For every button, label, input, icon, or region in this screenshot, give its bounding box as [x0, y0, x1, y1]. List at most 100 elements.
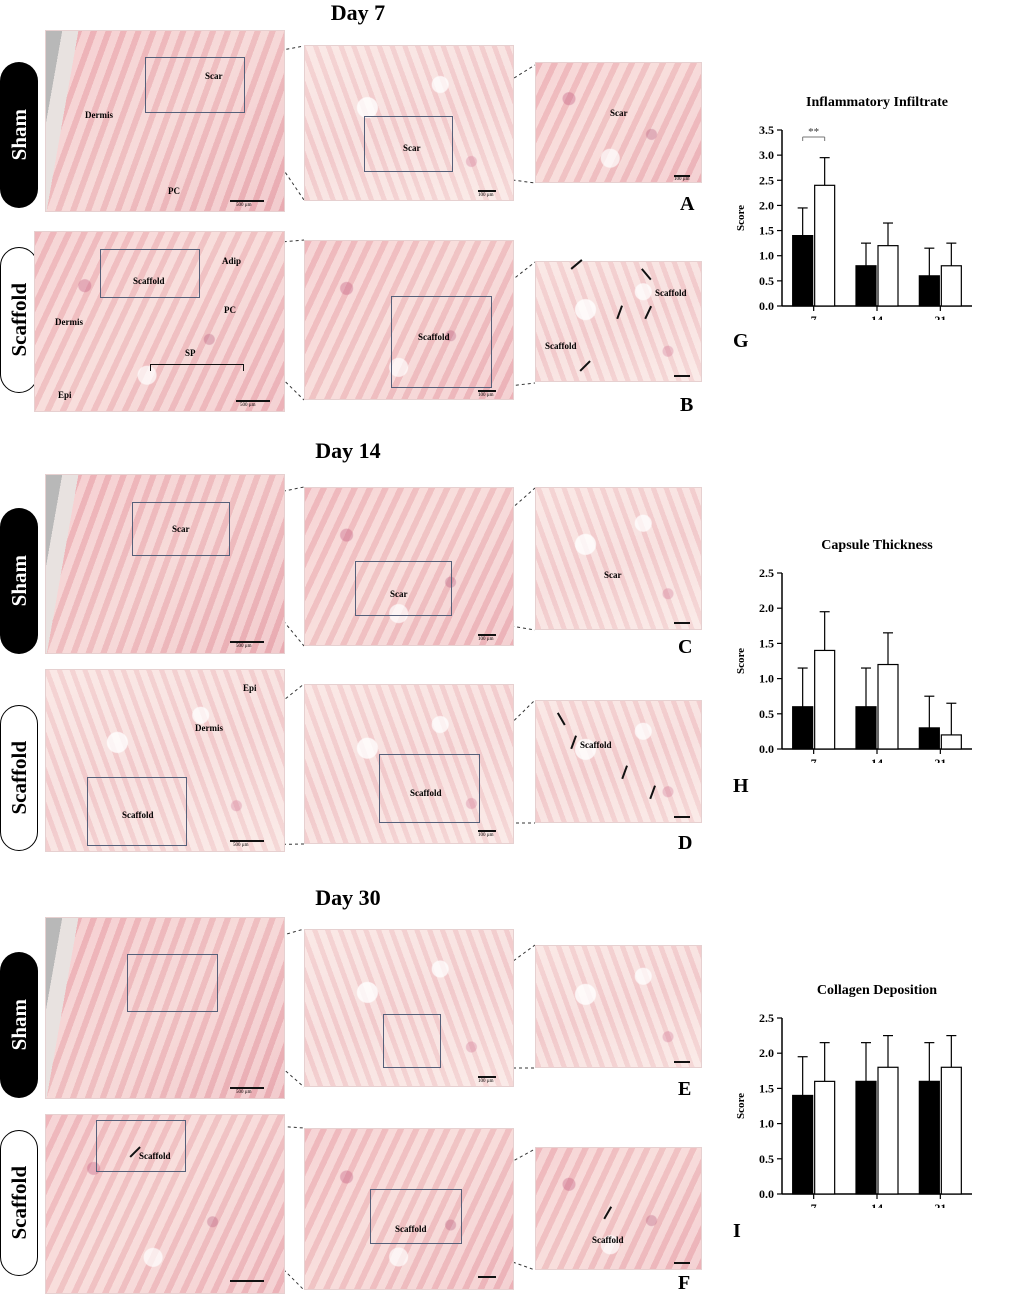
label-scaffold-b1: Scaffold — [133, 276, 165, 286]
label-dermis-b: Dermis — [55, 317, 83, 327]
bar — [792, 1094, 814, 1195]
day-14-title: Day 14 — [315, 438, 381, 463]
scaffold-pill-day7: Scaffold — [0, 247, 38, 393]
zoom-box-e1 — [127, 954, 218, 1012]
y-tick-label: 3.5 — [759, 123, 774, 137]
scalebar-c1 — [230, 641, 264, 643]
sham-pill-day14: Sham — [0, 508, 38, 654]
zoom-box-d2 — [379, 754, 480, 823]
scalebar-c2 — [478, 634, 496, 636]
micrograph-f-low — [45, 1114, 285, 1294]
scalebar-b2 — [478, 390, 496, 392]
scalebar-text-a1: 500 µm — [236, 203, 252, 208]
y-tick-label: 1.5 — [759, 636, 774, 650]
label-pc-a: PC — [168, 186, 180, 196]
label-scaffold-b4: Scaffold — [545, 341, 577, 351]
day-30-title: Day 30 — [315, 885, 381, 910]
label-scaffold-d2: Scaffold — [410, 788, 442, 798]
bar — [918, 727, 940, 750]
chart-collagen-deposition: Collagen Deposition 0.0 0.5 1.0 1.5 2.0 2.5 Sco… — [735, 983, 972, 1208]
label-epi-d: Epi — [243, 683, 257, 693]
sham-pill-day7: Sham — [0, 62, 38, 208]
scalebar-text-d2: 100 µm — [478, 833, 494, 838]
scalebar-text-c1: 500 µm — [236, 644, 252, 649]
scaffold-pill-day30: Scaffold — [0, 1130, 38, 1276]
chart-capsule-thickness: Capsule Thickness 0.0 0.5 1.0 1.5 2.0 2.5 Score… — [735, 538, 972, 763]
micrograph-c-mid — [304, 487, 514, 646]
panel-letter-g: G — [733, 330, 749, 352]
scalebar-d2 — [478, 830, 496, 832]
panel-letter-h: H — [733, 775, 749, 797]
scalebar-text-b1: 500 µm — [240, 403, 256, 408]
scalebar-a1 — [230, 200, 264, 202]
bar — [940, 265, 962, 307]
scalebar-text-a2: 100 µm — [478, 193, 494, 198]
x-tick-label: 21 — [934, 313, 946, 320]
sp-bracket — [150, 364, 244, 371]
y-tick-label: 2.0 — [759, 1046, 774, 1060]
zoom-box-d1 — [87, 777, 187, 846]
micrograph-a-mid — [304, 45, 514, 201]
y-tick-label: 0.5 — [759, 707, 774, 721]
panel-letter-f: F — [678, 1272, 691, 1294]
zoom-box-b1 — [100, 249, 200, 298]
y-axis-label: Score — [735, 205, 747, 231]
x-tick-label: 7 — [811, 1201, 817, 1208]
panel-letter-d: D — [678, 832, 693, 854]
scalebar-text-c2: 100 µm — [478, 637, 494, 642]
panel-letter-a: A — [680, 193, 695, 215]
scalebar-e1 — [230, 1087, 264, 1089]
x-tick-label: 21 — [934, 756, 946, 763]
bar — [792, 706, 814, 750]
label-scar-c1: Scar — [172, 524, 190, 534]
scalebar-d1 — [230, 840, 264, 842]
scalebar-e3 — [674, 1061, 690, 1063]
label-scaffold-f3: Scaffold — [592, 1235, 624, 1245]
zoom-box-f1 — [96, 1120, 186, 1172]
panel-letter-b: B — [680, 394, 694, 416]
label-epi-b: Epi — [58, 390, 72, 400]
x-tick-label: 14 — [871, 756, 883, 763]
chart-title: Collagen Deposition — [817, 983, 937, 998]
scalebar-f1 — [230, 1280, 264, 1282]
micrograph-d-mid — [304, 684, 514, 844]
x-tick-label: 7 — [811, 756, 817, 763]
label-scar-c2: Scar — [390, 589, 408, 599]
y-tick-label: 2.5 — [759, 173, 774, 187]
micrograph-b-high — [535, 261, 702, 382]
bar — [877, 245, 899, 307]
label-scaffold-f1: Scaffold — [139, 1151, 171, 1161]
bar — [814, 1080, 836, 1195]
scalebar-f2 — [478, 1276, 496, 1278]
y-tick-label: 0.5 — [759, 1152, 774, 1166]
y-tick-label: 2.0 — [759, 601, 774, 615]
y-tick-label: 0.5 — [759, 274, 774, 288]
bar — [814, 184, 836, 307]
micrograph-c-low — [45, 474, 285, 654]
scalebar-text-d1: 500 µm — [233, 843, 249, 848]
label-scaffold-b3: Scaffold — [655, 288, 687, 298]
label-scar-a3: Scar — [610, 108, 628, 118]
panel-letter-c: C — [678, 636, 693, 658]
micrograph-f-high — [535, 1147, 702, 1270]
label-scaffold-d1: Scaffold — [122, 810, 154, 820]
micrograph-e-mid — [304, 929, 514, 1087]
scalebar-b3 — [674, 375, 690, 377]
scalebar-a2 — [478, 190, 496, 192]
panel-letter-i: I — [733, 1220, 741, 1242]
bar — [940, 734, 962, 750]
significance-label: ** — [808, 126, 819, 138]
bar — [877, 1066, 899, 1195]
label-scar-a2: Scar — [403, 143, 421, 153]
zoom-box-e2 — [383, 1014, 441, 1068]
label-scar-c3: Scar — [604, 570, 622, 580]
bar — [855, 265, 877, 307]
zoom-box-a1 — [145, 57, 245, 113]
x-tick-label: 7 — [811, 313, 817, 320]
y-tick-label: 1.0 — [759, 249, 774, 263]
chart-title: Inflammatory Infiltrate — [806, 95, 948, 110]
micrograph-b-mid — [304, 240, 514, 400]
label-adip-b: Adip — [222, 256, 242, 266]
bar — [855, 706, 877, 750]
x-tick-label: 14 — [871, 313, 883, 320]
